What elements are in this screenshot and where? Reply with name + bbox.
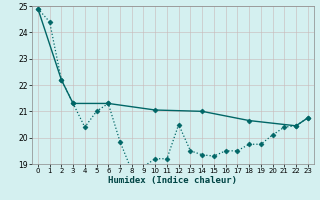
X-axis label: Humidex (Indice chaleur): Humidex (Indice chaleur) (108, 176, 237, 185)
